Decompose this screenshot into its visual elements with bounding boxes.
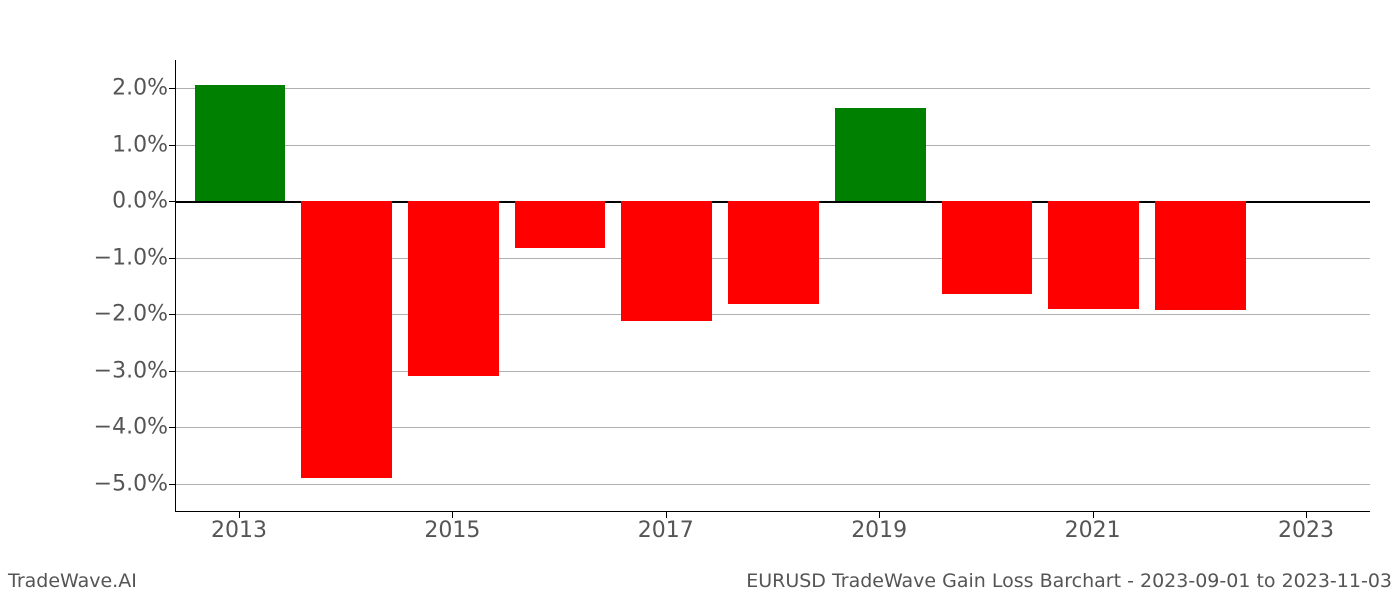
y-tick-mark	[169, 427, 175, 428]
x-tick-label: 2013	[211, 518, 267, 543]
bar	[942, 201, 1033, 294]
x-tick-mark	[239, 512, 240, 518]
footer-brand: TradeWave.AI	[8, 570, 137, 592]
bar	[195, 85, 286, 201]
x-tick-mark	[1306, 512, 1307, 518]
x-tick-mark	[879, 512, 880, 518]
x-tick-label: 2019	[851, 518, 907, 543]
x-tick-label: 2021	[1065, 518, 1121, 543]
y-tick-label: −3.0%	[58, 358, 168, 383]
x-tick-mark	[452, 512, 453, 518]
y-tick-mark	[169, 371, 175, 372]
bar	[301, 201, 392, 478]
y-tick-mark	[169, 314, 175, 315]
y-tick-label: 2.0%	[58, 76, 168, 101]
footer-caption: EURUSD TradeWave Gain Loss Barchart - 20…	[746, 570, 1392, 592]
y-tick-label: −5.0%	[58, 471, 168, 496]
y-tick-label: −4.0%	[58, 415, 168, 440]
gain-loss-barchart: −5.0% −4.0% −3.0% −2.0% −1.0% 0.0% 1.0% 2.0% 201…	[0, 0, 1400, 600]
y-tick-mark	[169, 145, 175, 146]
bar	[1048, 201, 1139, 308]
x-tick-mark	[1093, 512, 1094, 518]
x-tick-label: 2023	[1278, 518, 1334, 543]
y-tick-label: 1.0%	[58, 132, 168, 157]
gridline	[176, 484, 1370, 485]
bar	[515, 201, 606, 247]
y-tick-mark	[169, 88, 175, 89]
y-tick-label: −2.0%	[58, 302, 168, 327]
bar	[621, 201, 712, 321]
x-tick-mark	[666, 512, 667, 518]
gridline	[176, 145, 1370, 146]
x-tick-label: 2017	[638, 518, 694, 543]
bar	[728, 201, 819, 304]
gridline	[176, 88, 1370, 89]
plot-area	[175, 60, 1370, 512]
y-tick-label: 0.0%	[58, 189, 168, 214]
y-tick-mark	[169, 258, 175, 259]
bar	[835, 108, 926, 201]
bar	[408, 201, 499, 376]
y-tick-mark	[169, 201, 175, 202]
bar	[1155, 201, 1246, 309]
x-tick-label: 2015	[424, 518, 480, 543]
y-tick-label: −1.0%	[58, 245, 168, 270]
y-tick-mark	[169, 484, 175, 485]
